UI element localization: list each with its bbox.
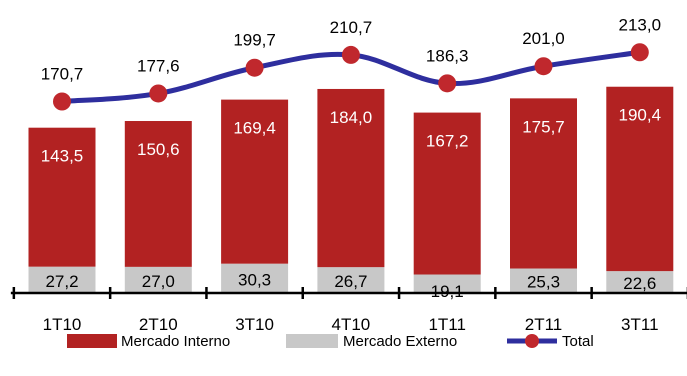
- label-total: 177,6: [137, 56, 180, 75]
- total-point: [438, 74, 457, 93]
- total-point: [149, 84, 168, 103]
- legend-label-mercado-externo: Mercado Externo: [343, 333, 457, 350]
- label-total: 186,3: [426, 46, 469, 65]
- data-labels-layer: 143,5 27,2 150,6 27,0 169,4 30,3 184,0 26,7 167,…: [41, 15, 661, 301]
- bar-mercado-interno: [510, 98, 577, 269]
- legend: Mercado Interno Mercado Externo Total: [67, 333, 594, 350]
- label-mercado-interno: 143,5: [41, 147, 84, 166]
- bar-mercado-interno: [606, 86, 674, 272]
- label-mercado-externo: 27,0: [142, 272, 175, 291]
- label-mercado-externo: 25,3: [527, 273, 560, 292]
- label-mercado-externo: 30,3: [238, 270, 271, 289]
- total-point: [341, 45, 360, 64]
- label-total: 170,7: [41, 65, 84, 84]
- x-tick-label: 1T10: [43, 315, 82, 334]
- x-tick-label: 1T11: [428, 315, 466, 334]
- bar-mercado-externo: [124, 266, 192, 293]
- label-mercado-interno: 169,4: [233, 119, 276, 138]
- label-total: 210,7: [330, 18, 373, 37]
- bar-mercado-interno: [28, 127, 96, 267]
- bar-mercado-externo: [606, 271, 674, 293]
- label-mercado-externo: 26,7: [334, 272, 367, 291]
- bar-mercado-interno: [317, 88, 385, 268]
- x-tick-label: 2T10: [139, 315, 178, 334]
- bar-mercado-externo: [221, 263, 289, 293]
- bar-mercado-externo: [28, 266, 96, 293]
- label-mercado-interno: 150,6: [137, 140, 180, 159]
- legend-label-mercado-interno: Mercado Interno: [121, 333, 230, 350]
- label-total: 213,0: [619, 15, 662, 34]
- bars-layer: [28, 86, 674, 293]
- label-total: 199,7: [233, 31, 276, 50]
- total-point: [534, 57, 553, 76]
- total-point: [245, 58, 264, 77]
- legend-swatch-mercado-externo: [286, 334, 338, 348]
- x-tick-label: 3T11: [621, 315, 659, 334]
- bar-mercado-interno: [124, 121, 192, 267]
- legend-marker-total: [525, 334, 539, 348]
- label-mercado-interno: 167,2: [426, 132, 469, 151]
- x-tick-label: 3T10: [235, 315, 274, 334]
- bar-mercado-interno: [221, 99, 289, 264]
- total-point: [630, 43, 649, 62]
- legend-swatch-mercado-interno: [67, 334, 117, 348]
- legend-label-total: Total: [562, 333, 594, 350]
- label-total: 201,0: [522, 29, 565, 48]
- label-mercado-externo: 27,2: [45, 272, 78, 291]
- x-tick-label: 4T10: [332, 315, 371, 334]
- bar-mercado-interno: [413, 112, 481, 275]
- total-point: [53, 92, 71, 111]
- total-line-layer: [53, 43, 649, 111]
- x-tick-label: 2T11: [525, 315, 563, 334]
- label-mercado-interno: 190,4: [619, 106, 662, 125]
- label-mercado-externo: 19,1: [431, 282, 464, 301]
- bar-mercado-externo: [510, 268, 577, 293]
- bar-mercado-externo: [413, 274, 481, 293]
- label-mercado-interno: 175,7: [522, 117, 565, 136]
- bar-mercado-externo: [317, 267, 385, 293]
- label-mercado-interno: 184,0: [330, 108, 373, 127]
- label-mercado-externo: 22,6: [623, 274, 656, 293]
- x-axis: 1T10 2T10 3T10 4T10 1T11 2T11 3T11: [10, 287, 687, 334]
